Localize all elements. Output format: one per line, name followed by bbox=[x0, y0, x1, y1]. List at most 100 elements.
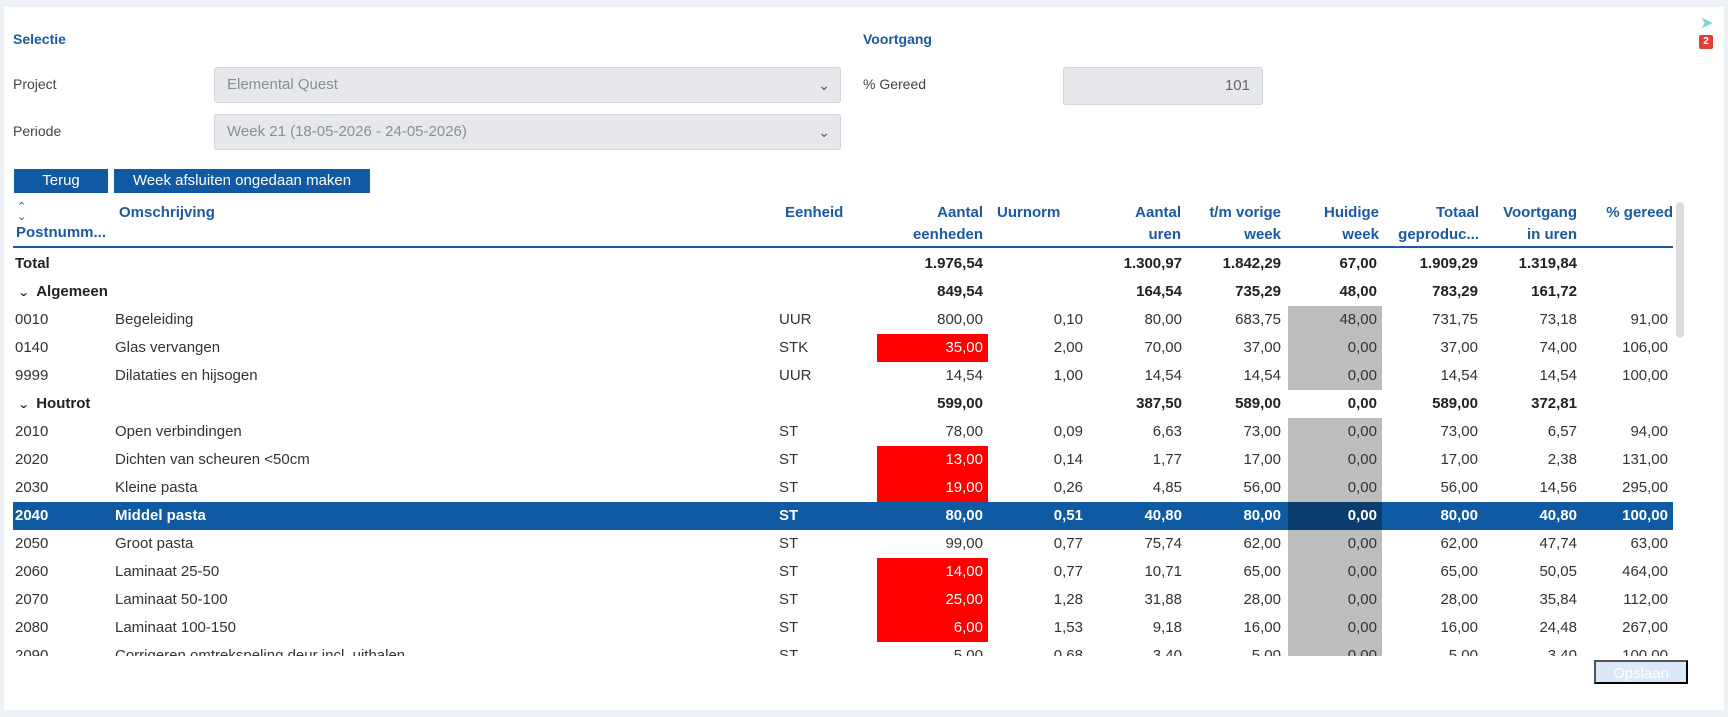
cell-eenheid: ST bbox=[779, 535, 799, 552]
chevron-right-icon[interactable]: ➤ bbox=[1700, 15, 1714, 32]
table-row[interactable]: 2040 Middel pasta ST 80,00 0,51 40,80 80,00 0,0… bbox=[13, 502, 1673, 530]
cell-voortgang-in-uren: 24,48 bbox=[1539, 619, 1577, 636]
project-select[interactable]: Elemental Quest ⌄ bbox=[214, 67, 841, 103]
col-tm-vorige-week[interactable]: t/m vorige week bbox=[1183, 202, 1281, 246]
cell-eenheid: ST bbox=[779, 479, 799, 496]
cell-aantal-eenheden: 5,00 bbox=[953, 647, 983, 656]
percent-done-field[interactable]: 101 bbox=[1063, 67, 1263, 105]
cell-huidige-week[interactable]: 0,00 bbox=[1288, 642, 1382, 656]
table-row[interactable]: 0010 Begeleiding UUR 800,00 0,10 80,00 683,75 4… bbox=[13, 306, 1673, 334]
table-row[interactable]: 2060 Laminaat 25-50 ST 14,00 0,77 10,71 65,00 0… bbox=[13, 558, 1673, 586]
cell-aantal-eenheden: 6,00 bbox=[877, 614, 988, 642]
cell-tm-vorige-week: 589,00 bbox=[1235, 395, 1281, 412]
back-button[interactable]: Terug bbox=[14, 169, 108, 193]
cell-aantal-uren: 10,71 bbox=[1144, 563, 1182, 580]
cell-voortgang-in-uren: 73,18 bbox=[1539, 311, 1577, 328]
cell-percent-gereed: 100,00 bbox=[1622, 647, 1668, 656]
cell-huidige-week[interactable]: 0,00 bbox=[1288, 334, 1382, 362]
period-select[interactable]: Week 21 (18-05-2026 - 24-05-2026) ⌄ bbox=[214, 114, 841, 150]
table-row[interactable]: 2070 Laminaat 50-100 ST 25,00 1,28 31,88 28,00… bbox=[13, 586, 1673, 614]
cell-percent-gereed: 106,00 bbox=[1622, 339, 1668, 356]
cell-postnummer: 2050 bbox=[15, 535, 49, 552]
cell-omschrijving: ⌄ Houtrot bbox=[13, 390, 775, 418]
cell-huidige-week[interactable]: 0,00 bbox=[1288, 614, 1382, 642]
notification-badge[interactable]: 2 bbox=[1699, 35, 1713, 49]
col-tm-vorige-week-line2: week bbox=[1244, 226, 1281, 243]
table-row[interactable]: 2030 Kleine pasta ST 19,00 0,26 4,85 56,00 0,00… bbox=[13, 474, 1673, 502]
col-percent-gereed[interactable]: % gereed bbox=[1606, 204, 1673, 221]
col-tm-vorige-week-line1: t/m vorige bbox=[1209, 204, 1281, 221]
col-aantal-eenheden-line2: eenheden bbox=[912, 226, 983, 243]
group-label: Houtrot bbox=[36, 395, 91, 412]
total-row[interactable]: Total 1.976,54 1.300,97 1.842,29 67,00 1.909,… bbox=[13, 250, 1673, 278]
cell-huidige-week[interactable]: 48,00 bbox=[1288, 306, 1382, 334]
cell-aantal-uren: 40,80 bbox=[1144, 507, 1182, 524]
cell-huidige-week[interactable]: 0,00 bbox=[1288, 558, 1382, 586]
scrollbar-thumb[interactable] bbox=[1676, 202, 1684, 338]
cell-huidige-week[interactable]: 67,00 bbox=[1339, 255, 1377, 272]
cell-aantal-eenheden: 1.976,54 bbox=[924, 255, 983, 272]
cell-huidige-week[interactable]: 0,00 bbox=[1288, 530, 1382, 558]
cell-aantal-uren: 31,88 bbox=[1144, 591, 1182, 608]
cell-aantal-eenheden: 99,00 bbox=[945, 535, 983, 552]
col-totaal-geproduceerd[interactable]: Totaal geproduc... bbox=[1381, 202, 1479, 246]
col-aantal-uren[interactable]: Aantal uren bbox=[1083, 202, 1181, 246]
cell-huidige-week[interactable]: 0,00 bbox=[1288, 474, 1382, 502]
cell-huidige-week[interactable]: 48,00 bbox=[1339, 283, 1377, 300]
col-voortgang-line2: in uren bbox=[1526, 226, 1577, 243]
vertical-scrollbar[interactable] bbox=[1676, 196, 1684, 656]
cell-percent-gereed: 100,00 bbox=[1622, 367, 1668, 384]
cell-huidige-week[interactable]: 0,00 bbox=[1288, 586, 1382, 614]
table-row[interactable]: 9999 Dilataties en hijsogen UUR 14,54 1,00 14… bbox=[13, 362, 1673, 390]
table-row[interactable]: 0140 Glas vervangen STK 35,00 2,00 70,00 37,00… bbox=[13, 334, 1673, 362]
cell-huidige-week[interactable]: 0,00 bbox=[1288, 446, 1382, 474]
cell-totaal-geproduceerd: 73,00 bbox=[1440, 423, 1478, 440]
cell-huidige-week[interactable]: 0,00 bbox=[1288, 362, 1382, 390]
cell-uurnorm: 0,09 bbox=[1053, 423, 1083, 440]
cell-voortgang-in-uren: 74,00 bbox=[1539, 339, 1577, 356]
table-row[interactable]: 2090 Corrigeren omtrekspeling deur incl. … bbox=[13, 642, 1673, 656]
cell-aantal-uren: 4,85 bbox=[1152, 479, 1182, 496]
chevron-down-icon[interactable]: ⌄ bbox=[17, 287, 30, 299]
col-postnummer[interactable]: Postnumm... bbox=[16, 224, 107, 241]
cell-huidige-week[interactable]: 0,00 bbox=[1288, 418, 1382, 446]
cell-percent-gereed: 131,00 bbox=[1622, 451, 1668, 468]
cell-aantal-eenheden: 599,00 bbox=[937, 395, 983, 412]
table-row[interactable]: 2010 Open verbindingen ST 78,00 0,09 6,63 73,0… bbox=[13, 418, 1673, 446]
cell-voortgang-in-uren: 14,56 bbox=[1539, 479, 1577, 496]
cell-postnummer: Total bbox=[15, 255, 50, 272]
cell-uurnorm: 1,00 bbox=[1053, 367, 1083, 384]
col-aantal-eenheden[interactable]: Aantal eenheden bbox=[873, 202, 983, 246]
progress-title: Voortgang bbox=[863, 31, 932, 47]
col-voortgang-in-uren[interactable]: Voortgang in uren bbox=[1481, 202, 1577, 246]
sort-icon[interactable]: ⌃ ⌄ bbox=[17, 201, 27, 223]
col-uurnorm[interactable]: Uurnorm bbox=[997, 204, 1061, 221]
undo-close-week-button[interactable]: Week afsluiten ongedaan maken bbox=[114, 169, 370, 193]
group-row[interactable]: ⌄ Algemeen 849,54 164,54 735,29 48,00 783,29 16… bbox=[13, 278, 1673, 306]
cell-uurnorm: 1,28 bbox=[1053, 591, 1083, 608]
cell-voortgang-in-uren: 3,40 bbox=[1547, 647, 1577, 656]
cell-tm-vorige-week: 1.842,29 bbox=[1222, 255, 1281, 272]
cell-huidige-week[interactable]: 0,00 bbox=[1347, 395, 1377, 412]
cell-tm-vorige-week: 56,00 bbox=[1243, 479, 1281, 496]
table-row[interactable]: 2020 Dichten van scheuren <50cm ST 13,00 0,1… bbox=[13, 446, 1673, 474]
cell-postnummer: 2010 bbox=[15, 423, 49, 440]
table-row[interactable]: 2050 Groot pasta ST 99,00 0,77 75,74 62,00 0,00… bbox=[13, 530, 1673, 558]
table-row[interactable]: 2080 Laminaat 100-150 ST 6,00 1,53 9,18 16,00 0… bbox=[13, 614, 1673, 642]
col-eenheid[interactable]: Eenheid bbox=[785, 204, 844, 221]
cell-omschrijving: Corrigeren omtrekspeling deur incl. uith… bbox=[115, 647, 406, 656]
cell-eenheid: UUR bbox=[779, 367, 812, 384]
save-button[interactable]: Opslaan bbox=[1594, 660, 1688, 684]
group-row[interactable]: ⌄ Houtrot 599,00 387,50 589,00 0,00 589,00 372,… bbox=[13, 390, 1673, 418]
cell-omschrijving: Laminaat 50-100 bbox=[115, 591, 228, 608]
cell-omschrijving: Kleine pasta bbox=[115, 479, 198, 496]
cell-aantal-eenheden: 800,00 bbox=[937, 311, 983, 328]
cell-huidige-week[interactable]: 0,00 bbox=[1288, 502, 1382, 530]
col-omschrijving[interactable]: Omschrijving bbox=[119, 204, 215, 221]
cell-uurnorm: 0,51 bbox=[1053, 507, 1083, 524]
chevron-down-icon[interactable]: ⌄ bbox=[17, 399, 30, 411]
cell-percent-gereed: 464,00 bbox=[1622, 563, 1668, 580]
cell-aantal-uren: 1,77 bbox=[1152, 451, 1182, 468]
cell-percent-gereed: 100,00 bbox=[1622, 507, 1668, 524]
col-huidige-week[interactable]: Huidige week bbox=[1283, 202, 1379, 246]
